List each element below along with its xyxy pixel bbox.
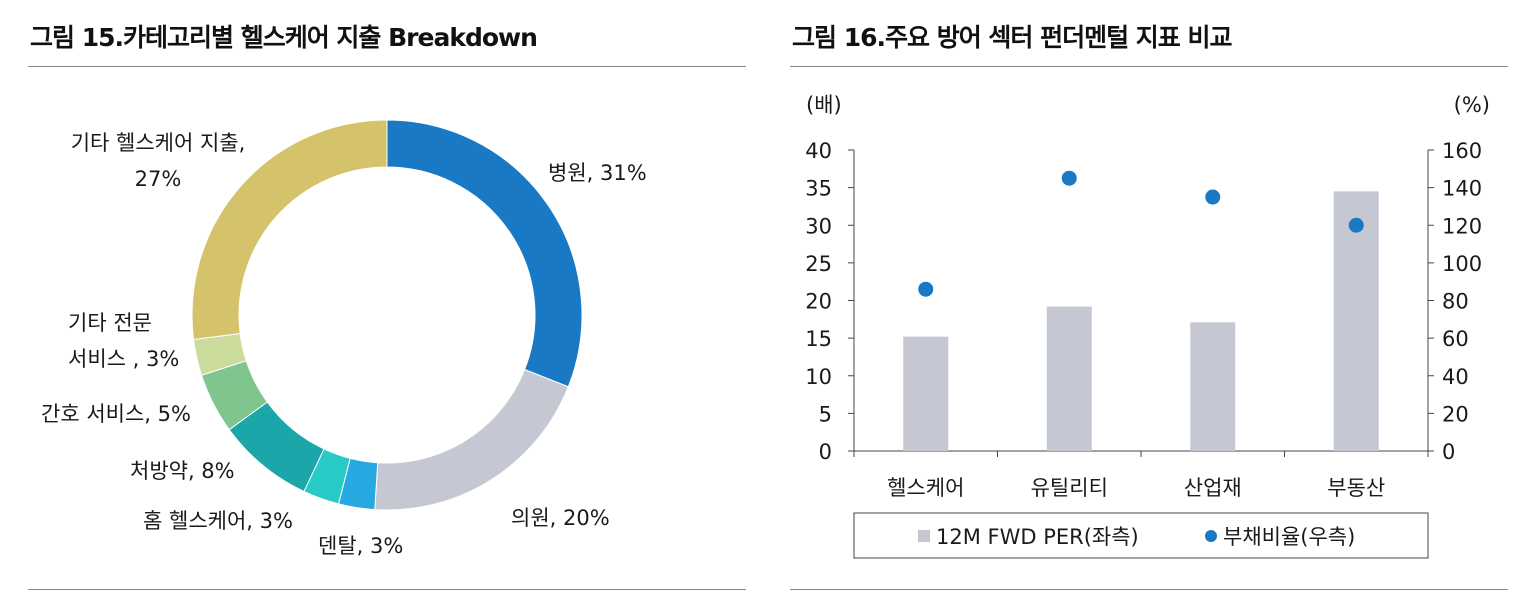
right-tick-label: 40: [1442, 365, 1469, 389]
slice-label-line: 병원, 31%: [548, 161, 647, 185]
figure-16-bottom-rule: [790, 589, 1508, 590]
legend-dot-label: 부채비율(우측): [1223, 525, 1355, 549]
slice-label-line: 간호 서비스, 5%: [41, 402, 191, 426]
slice-label: 의원, 20%: [511, 506, 610, 530]
right-tick-label: 120: [1442, 214, 1482, 238]
right-tick-label: 80: [1442, 290, 1469, 314]
slice-label-line: 기타 전문: [68, 311, 152, 335]
per-bar: [1190, 322, 1236, 451]
slice-label: 기타 헬스케어 지출, 27%: [71, 131, 246, 191]
category-label: 부동산: [1327, 476, 1385, 500]
right-axis-unit: (%): [1454, 93, 1490, 117]
slice-label: 홈 헬스케어, 3%: [143, 509, 293, 533]
legend-bar-swatch: [918, 530, 930, 542]
donut-chart: 병원, 31% 의원, 20% 덴탈, 3% 홈 헬스케어, 3% 처방약, 8% 간호 …: [41, 119, 647, 558]
slice-label: 처방약, 8%: [130, 459, 235, 483]
slice-label-line: 의원, 20%: [511, 506, 610, 530]
right-tick-label: 20: [1442, 402, 1469, 426]
left-axis-unit: (배): [806, 93, 842, 117]
figure-15-panel: 그림 15.카테고리별 헬스케어 지출 Breakdown 병원, 31% 의원,…: [28, 0, 746, 592]
left-tick-label: 15: [805, 327, 832, 351]
category-label: 산업재: [1184, 476, 1242, 500]
figure-16-title: 그림 16.주요 방어 섹터 펀더멘털 지표 비교: [792, 23, 1233, 52]
left-tick-label: 20: [805, 290, 832, 314]
legend-bar-label: 12M FWD PER(좌측): [936, 525, 1139, 549]
slice-label-line: 홈 헬스케어, 3%: [143, 509, 293, 533]
left-tick-label: 25: [805, 252, 832, 276]
category-label: 헬스케어: [887, 476, 964, 500]
slice-label-line: 덴탈, 3%: [318, 534, 403, 558]
slice-label: 간호 서비스, 5%: [41, 402, 191, 426]
slice-label-line: 27%: [135, 167, 182, 191]
slice-label-line: 처방약, 8%: [130, 459, 235, 483]
per-bar: [1046, 306, 1092, 451]
right-tick-label: 100: [1442, 252, 1482, 276]
slice-label-line: 기타 헬스케어 지출,: [71, 131, 246, 155]
right-tick-label: 60: [1442, 327, 1469, 351]
legend-box: [853, 512, 1429, 559]
left-tick-label: 0: [819, 440, 832, 464]
legend-dot-swatch: [1205, 530, 1217, 542]
bar-scatter-chart: 0 5 10 15 20 25 30 35 40 (배) 0 20 40 60 80 100 120 140 160…: [805, 93, 1490, 559]
figure-15-top-rule: [28, 66, 746, 67]
figure-15-bottom-rule: [28, 589, 746, 590]
figure-15-title: 그림 15.카테고리별 헬스케어 지출 Breakdown: [30, 23, 538, 52]
left-tick-label: 35: [805, 177, 832, 201]
category-label: 유틸리티: [1031, 476, 1108, 500]
debt-ratio-point: [1205, 189, 1221, 205]
slice-label-line: 서비스 , 3%: [68, 347, 179, 371]
right-tick-label: 160: [1442, 139, 1482, 163]
donut-slice: [191, 119, 388, 340]
left-tick-label: 5: [819, 402, 832, 426]
right-tick-label: 0: [1442, 440, 1455, 464]
left-tick-label: 10: [805, 365, 832, 389]
debt-ratio-point: [1061, 170, 1077, 186]
debt-ratio-point: [918, 281, 934, 297]
per-bar: [1333, 191, 1379, 451]
per-bar: [903, 336, 949, 451]
debt-ratio-point: [1348, 217, 1364, 233]
right-tick-label: 140: [1442, 177, 1482, 201]
slice-label: 덴탈, 3%: [318, 534, 403, 558]
left-tick-label: 40: [805, 139, 832, 163]
donut-slice: [374, 368, 569, 511]
figure-16-panel: 그림 16.주요 방어 섹터 펀더멘털 지표 비교 0 5 10 15 20 25 30 35…: [790, 0, 1508, 592]
slice-label: 병원, 31%: [548, 161, 647, 185]
left-tick-label: 30: [805, 214, 832, 238]
figure-16-top-rule: [790, 66, 1508, 67]
